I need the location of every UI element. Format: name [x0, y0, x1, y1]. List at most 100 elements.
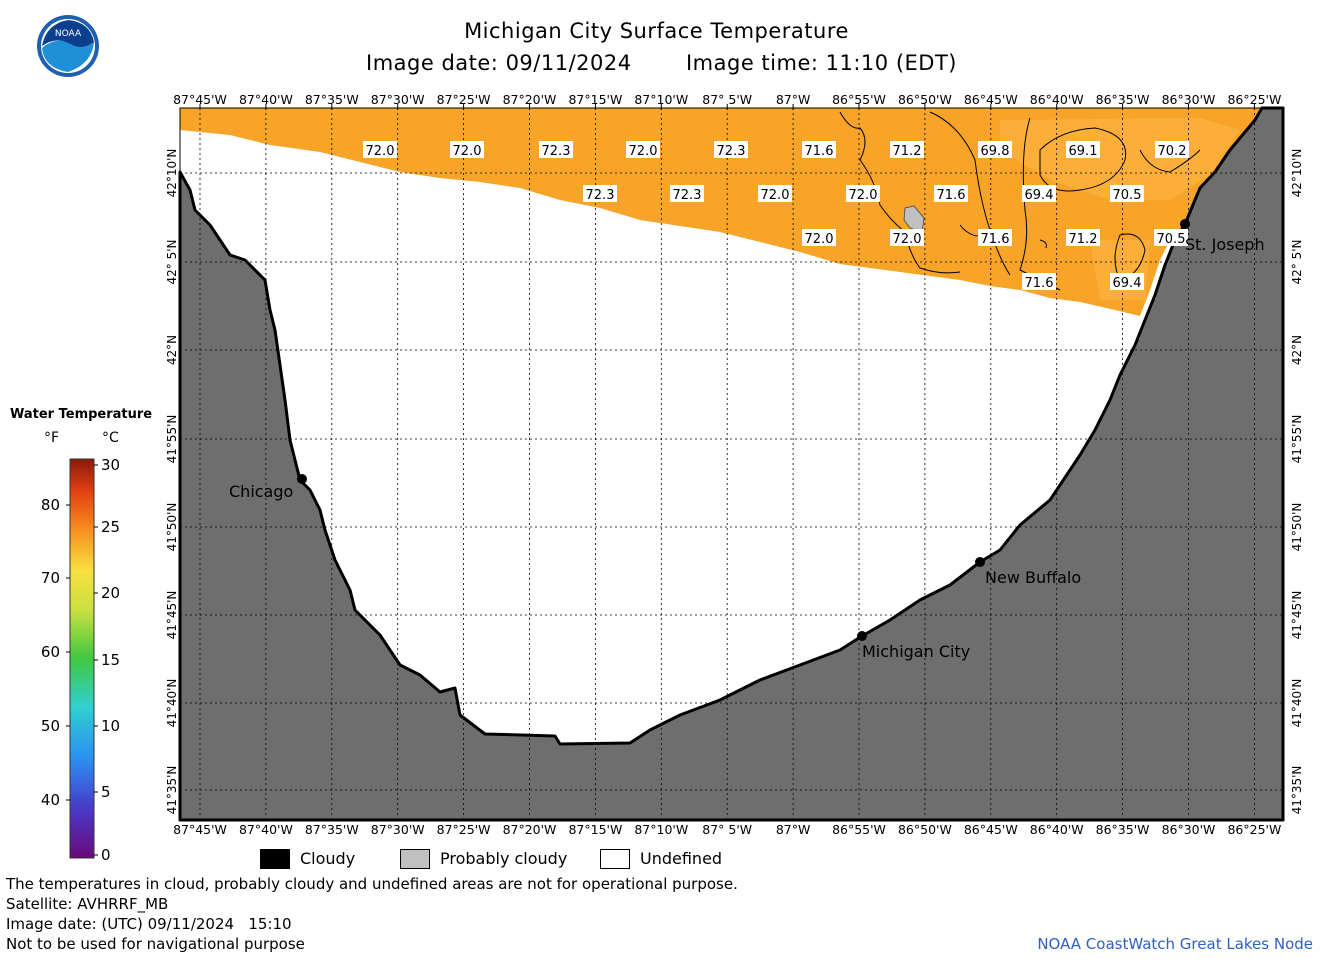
map-frame: [179, 107, 1284, 821]
new-buffalo-label: New Buffalo: [985, 568, 1081, 587]
noaa-logo-text: NOAA: [55, 29, 82, 39]
longitude-label: 86°35'W: [1096, 92, 1150, 107]
fahrenheit-tick-label: 40: [41, 791, 60, 809]
celsius-tick-label: 15: [101, 651, 120, 669]
fahrenheit-tick-label: 50: [41, 717, 60, 735]
longitude-label: 87°25'W: [437, 822, 491, 837]
longitude-label: 87°30'W: [371, 92, 425, 107]
latitude-label: 42°10'N: [165, 149, 179, 198]
latitude-label: 41°35'N: [165, 766, 179, 815]
longitude-label: 86°45'W: [964, 822, 1018, 837]
longitude-label: 87°45'W: [173, 822, 227, 837]
longitude-label: 87°35'W: [305, 822, 359, 837]
credit-text: NOAA CoastWatch Great Lakes Node: [1037, 935, 1313, 953]
temperature-label-box: [1155, 141, 1189, 158]
temperature-label: 70.2: [1158, 144, 1187, 159]
latitude-label: 41°45'N: [165, 591, 179, 640]
temperature-label-box: [583, 185, 617, 202]
undefined-swatch: [600, 849, 630, 869]
longitude-labels-bottom: 87°45'W 87°40'W 87°35'W 87°30'W 87°25'W 87°20…: [173, 822, 1281, 837]
chicago-label: Chicago: [229, 482, 293, 501]
latitude-label: 41°35'N: [1290, 766, 1304, 815]
temperature-label: 72.0: [805, 232, 834, 247]
longitude-label: 87°W: [776, 822, 811, 837]
page-title: Michigan City Surface Temperature: [464, 19, 849, 43]
temperature-label: 72.0: [761, 188, 790, 203]
temperature-label: 72.0: [453, 144, 482, 159]
temperature-label-box: [1066, 141, 1100, 158]
longitude-label: 86°40'W: [1030, 92, 1084, 107]
image-time: Image time: 11:10 (EDT): [685, 51, 957, 75]
temperature-label: 70.5: [1157, 232, 1186, 247]
temperature-label-box: [1110, 185, 1144, 202]
latitude-label: 42° 5'N: [1290, 240, 1304, 285]
longitude-label: 86°25'W: [1227, 822, 1281, 837]
longitude-label: 87°10'W: [634, 822, 688, 837]
temperature-label: 71.6: [1025, 276, 1054, 291]
michigan-city-label: Michigan City: [862, 642, 970, 661]
temperature-label: 72.0: [629, 144, 658, 159]
longitude-label: 86°40'W: [1030, 822, 1084, 837]
latitude-label: 42° 5'N: [165, 240, 179, 285]
temperature-label: 70.5: [1113, 188, 1142, 203]
fahrenheit-tick-label: 70: [41, 569, 60, 587]
latitude-label: 42°N: [1290, 335, 1304, 365]
fahrenheit-tick-label: 60: [41, 643, 60, 661]
longitude-label: 87°40'W: [239, 92, 293, 107]
temperature-label: 69.4: [1025, 188, 1054, 203]
temperature-label-box: [539, 141, 573, 158]
temperature-label: 72.3: [673, 188, 702, 203]
disclaimer-text: The temperatures in cloud, probably clou…: [6, 875, 738, 893]
longitude-label: 87°20'W: [503, 822, 557, 837]
longitude-label: 86°50'W: [898, 92, 952, 107]
city-markers: Chicago St. Joseph New Buffalo Michigan …: [229, 219, 1265, 661]
latitude-label: 41°45'N: [1290, 591, 1304, 640]
temperature-label-box: [978, 229, 1012, 246]
longitude-label: 87°15'W: [568, 822, 622, 837]
longitude-label: 86°45'W: [964, 92, 1018, 107]
longitude-labels-top: 87°45'W 87°40'W 87°35'W 87°30'W 87°25'W 87°20…: [173, 92, 1281, 110]
temperature-label-box: [758, 185, 792, 202]
temperature-label: 72.0: [849, 188, 878, 203]
temperature-label: 71.2: [893, 144, 922, 159]
temperature-label-box: [1110, 273, 1144, 290]
probably-cloudy-label: Probably cloudy: [440, 849, 568, 868]
temperature-label: 71.6: [805, 144, 834, 159]
celsius-tick-label: 10: [101, 717, 120, 735]
temperature-label-box: [450, 141, 484, 158]
longitude-label: 86°55'W: [832, 92, 886, 107]
latitude-label: 42°10'N: [1290, 149, 1304, 198]
temperature-label: 69.1: [1069, 144, 1098, 159]
celsius-tick-label: 25: [101, 518, 120, 536]
temperature-label-box: [1022, 185, 1056, 202]
longitude-label: 86°55'W: [832, 822, 886, 837]
longitude-label: 87°W: [776, 92, 811, 107]
latitude-label: 41°55'N: [1290, 415, 1304, 464]
fahrenheit-tick-label: 80: [41, 496, 60, 514]
latitude-label: 42°N: [165, 335, 179, 365]
michigan-city-marker: [857, 631, 867, 641]
celsius-tick-label: 0: [101, 846, 111, 864]
temperature-label: 72.0: [893, 232, 922, 247]
unit-fahrenheit: °F: [44, 430, 60, 446]
temperature-label-box: [846, 185, 880, 202]
chicago-marker: [297, 474, 307, 484]
image-date: Image date: 09/11/2024: [366, 51, 632, 75]
longitude-label: 87°15'W: [568, 92, 622, 107]
longitude-label: 87°20'W: [503, 92, 557, 107]
longitude-label: 87°45'W: [173, 92, 227, 107]
temperature-label-box: [890, 141, 924, 158]
longitude-label: 87° 5'W: [702, 822, 752, 837]
temperature-label-box: [626, 141, 660, 158]
water-cool-patch: [1000, 118, 1240, 200]
longitude-label: 86°25'W: [1227, 92, 1281, 107]
temperature-label: 69.4: [1113, 276, 1142, 291]
celsius-tick-label: 20: [101, 584, 120, 602]
longitude-label: 87°40'W: [239, 822, 293, 837]
temperature-labels: 72.0 72.0 72.3 72.0 72.3 71.6 71.2 69.8 69.1 70.2…: [363, 141, 1189, 291]
lat-lon-grid: [180, 108, 1283, 820]
longitude-label: 87°30'W: [371, 822, 425, 837]
temperature-label-box: [1154, 229, 1188, 246]
celsius-tick-label: 5: [101, 783, 111, 801]
